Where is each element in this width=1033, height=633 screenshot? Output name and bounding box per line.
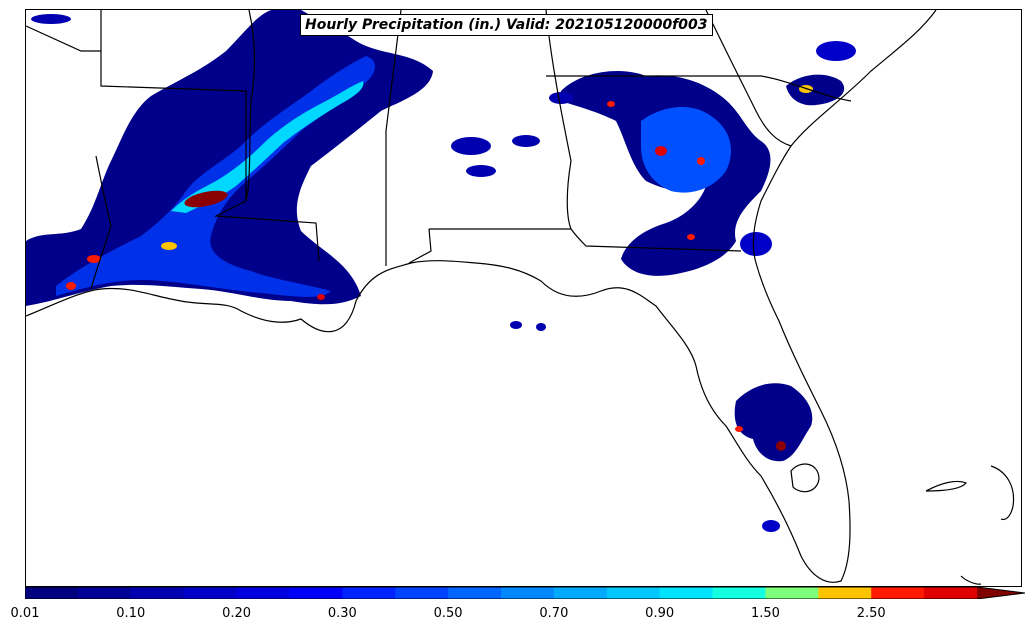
precip-blob [816,41,856,61]
precip-blob [512,135,540,147]
colorbar-segment [553,587,608,599]
state-line-tn [26,25,761,77]
colorbar-segment [395,587,449,599]
colorbar-tick-label: 0.90 [645,606,675,621]
colorbar-segment [236,587,290,599]
colorbar-tick-label: 0.70 [539,606,569,621]
precip-cell [655,146,667,156]
precip-blob [740,232,772,256]
colorbar-segment [448,587,502,599]
bahamas-coast [925,465,1015,585]
state-line-ga-al [545,10,572,230]
precip-max-cell [184,190,228,208]
precip-cell [161,242,177,250]
precip-cell [87,255,101,263]
precip-cell [776,441,786,451]
colorbar-segment [183,587,238,599]
precip-blob [536,323,546,331]
colorbar-segment [77,587,132,599]
state-line-ga-fl [429,228,742,252]
precip-blob [31,14,71,24]
state-line-la-tx [90,155,112,290]
precip-cell [735,426,743,432]
state-line-al-ga [385,10,402,266]
precip-cluster-east-mid [641,106,731,193]
precip-blob [510,321,522,329]
precip-cell [687,234,695,240]
colorbar-segment [924,587,978,599]
precip-cell [317,294,325,300]
colorbar-segment [501,587,555,599]
colorbar-segment [289,587,343,599]
state-line-ga-sc [705,10,792,147]
colorbar-segment [606,587,661,599]
precip-cell [697,157,705,165]
map-boundaries [26,10,1015,585]
precip-areas [26,10,856,532]
precipitation-map [26,10,1015,585]
colorbar-tick-label: 2.50 [856,606,886,621]
precip-blob [466,165,496,177]
gulf-coastline [26,10,937,583]
colorbar-tick-label: 0.30 [327,606,357,621]
colorbar-tick-label: 0.01 [10,606,40,621]
precip-cell [66,282,76,290]
state-line-ms-al [245,10,256,202]
precip-blob [762,520,780,532]
precip-core-west [171,81,364,213]
colorbar-tick-label: 1.50 [750,606,780,621]
colorbar-segment [765,587,819,599]
colorbar-segment [130,587,185,599]
precip-cell [607,101,615,107]
colorbar-segment [871,587,925,599]
colorbar-segment [342,587,396,599]
colorbar-segment [818,587,872,599]
precip-cluster-ne [786,74,845,106]
map-panel [25,9,1022,587]
colorbar-segment [659,587,714,599]
map-title: Hourly Precipitation (in.) Valid: 202105… [300,14,713,36]
state-line-nc-sc [760,75,852,102]
colorbar-tick-label: 0.10 [116,606,146,621]
colorbar-extend-arrow [977,587,1025,599]
state-line-al-fl [408,228,432,264]
precip-band-west-mid [56,56,376,297]
colorbar-segment [25,587,79,599]
colorbar [25,587,1025,599]
lake-okeechobee [790,463,820,493]
precip-cluster-fl [734,383,813,462]
precip-blob [549,92,573,104]
colorbar-tick-label: 0.20 [222,606,252,621]
colorbar-segment [712,587,766,599]
precip-blob [451,137,491,155]
colorbar-tick-label: 0.50 [433,606,463,621]
